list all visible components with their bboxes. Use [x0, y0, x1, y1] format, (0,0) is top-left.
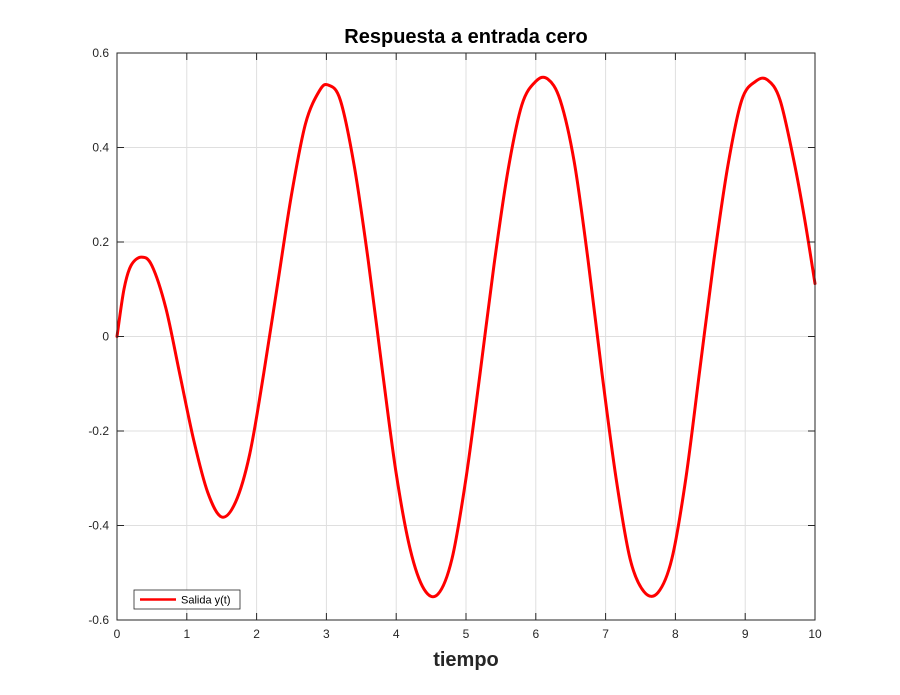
x-tick-label: 1 [183, 627, 190, 641]
x-tick-label: 10 [808, 627, 822, 641]
x-tick-label: 8 [672, 627, 679, 641]
ticks: 0 1 2 3 4 5 6 7 8 9 10 -0.6 -0.4 -0.2 0 0.2 0.4 0.6 [88, 46, 822, 641]
y-tick-label: -0.4 [88, 519, 109, 533]
y-tick-label: -0.6 [88, 613, 109, 627]
y-tick-label: 0 [102, 330, 109, 344]
y-tick-label: -0.2 [88, 424, 109, 438]
x-tick-label: 4 [393, 627, 400, 641]
chart-title: Respuesta a entrada cero [344, 26, 587, 48]
y-tick-label: 0.2 [92, 235, 109, 249]
y-tick-label: 0.4 [92, 141, 109, 155]
x-tick-label: 0 [114, 627, 121, 641]
x-tick-label: 5 [463, 627, 470, 641]
series-layer [115, 75, 817, 599]
legend-box [133, 589, 241, 610]
x-axis-label: tiempo [433, 649, 499, 671]
x-tick-label: 3 [323, 627, 330, 641]
legend-label: Salida y(t) [181, 595, 231, 607]
x-tick-label: 7 [602, 627, 609, 641]
x-tick-label: 6 [532, 627, 539, 641]
x-tick-label: 2 [253, 627, 260, 641]
y-tick-label: 0.6 [92, 46, 109, 60]
series-line [115, 75, 817, 599]
grid [117, 53, 815, 620]
legend: Salida y(t) [133, 589, 241, 610]
x-tick-label: 9 [742, 627, 749, 641]
